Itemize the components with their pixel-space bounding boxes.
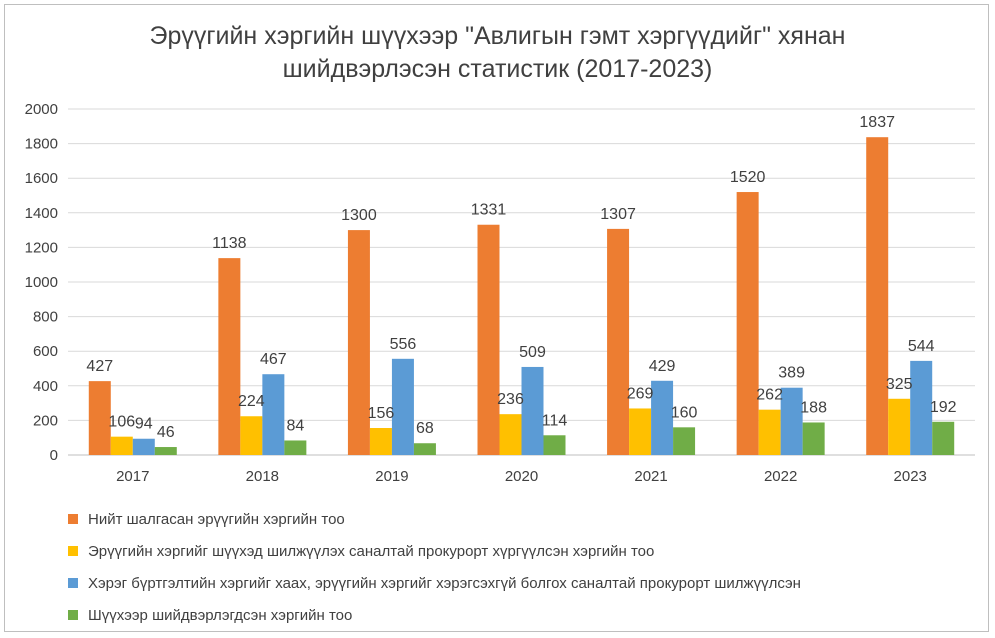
bar	[802, 422, 825, 455]
data-label: 106	[108, 414, 135, 431]
data-label: 389	[778, 365, 805, 382]
legend-swatch	[68, 546, 78, 556]
bar	[154, 447, 177, 455]
legend-label: Эрүүгийн хэргийг шүүхэд шилжүүлэх саналт…	[88, 542, 655, 560]
legend-item: Хэрэг бүртгэлтийн хэргийг хаах, эрүүгийн…	[68, 567, 801, 599]
bar	[651, 380, 674, 455]
y-tick-label: 0	[50, 447, 58, 464]
data-label: 94	[135, 416, 153, 433]
bar	[110, 436, 133, 455]
data-labels: 427 106 94 46 1138 224 467 84 1300 156 556 68 1331 23…	[86, 114, 956, 441]
y-tick-label: 2000	[25, 101, 58, 118]
data-label: 427	[86, 358, 113, 375]
x-tick-label: 2022	[764, 468, 797, 485]
bar	[262, 374, 285, 455]
chart-title-line-2: шийдвэрлэсэн статистик (2017-2023)	[282, 55, 713, 83]
bar	[888, 398, 911, 455]
bar	[218, 258, 241, 455]
y-tick-label: 1200	[25, 239, 58, 256]
chart-title: Эрүүгийн хэргийн шүүхээр "Авлигын гэмт х…	[0, 20, 995, 86]
bar	[910, 360, 933, 455]
legend-item: Нийт шалгасан эрүүгийн хэргийн тоо	[68, 503, 801, 535]
bar	[607, 228, 630, 455]
data-label: 544	[908, 338, 935, 355]
bar	[780, 387, 803, 455]
data-label: 224	[238, 393, 265, 410]
data-label: 68	[416, 420, 434, 437]
x-tick-label: 2021	[634, 468, 667, 485]
bar	[673, 427, 696, 455]
data-label: 467	[260, 351, 287, 368]
bar	[866, 137, 889, 455]
x-tick-label: 2023	[894, 468, 927, 485]
y-tick-label: 1800	[25, 136, 58, 153]
bar	[284, 440, 307, 455]
data-label: 1307	[600, 206, 636, 223]
legend-swatch	[68, 610, 78, 620]
data-label: 509	[519, 344, 546, 361]
y-tick-label: 1000	[25, 274, 58, 291]
legend-label: Хэрэг бүртгэлтийн хэргийг хаах, эрүүгийн…	[88, 574, 801, 592]
legend-item: Эрүүгийн хэргийг шүүхэд шилжүүлэх саналт…	[68, 535, 801, 567]
bar	[391, 358, 414, 455]
x-tick-label: 2019	[375, 468, 408, 485]
y-tick-label: 200	[33, 412, 58, 429]
bar	[736, 192, 759, 456]
bars	[88, 137, 955, 456]
x-tick-label: 2018	[246, 468, 279, 485]
x-tick-label: 2020	[505, 468, 538, 485]
y-tick-label: 1600	[25, 170, 58, 187]
data-label: 325	[886, 376, 913, 393]
x-tick-label: 2017	[116, 468, 149, 485]
bar	[477, 224, 500, 455]
data-label: 236	[497, 391, 524, 408]
legend: Нийт шалгасан эрүүгийн хэргийн тоо Эрүүги…	[68, 503, 801, 631]
data-label: 1331	[471, 202, 507, 219]
bar	[932, 421, 955, 455]
bar	[521, 366, 544, 455]
data-label: 188	[800, 399, 827, 416]
data-label: 556	[390, 336, 417, 353]
data-label: 1837	[859, 114, 895, 131]
data-label: 262	[756, 387, 783, 404]
bar	[347, 230, 370, 455]
data-label: 1138	[212, 235, 247, 252]
bar	[758, 409, 781, 455]
bar	[413, 443, 436, 455]
legend-label: Нийт шалгасан эрүүгийн хэргийн тоо	[88, 510, 345, 528]
data-label: 114	[542, 412, 568, 429]
data-label: 1300	[341, 207, 377, 224]
data-label: 156	[368, 405, 395, 422]
data-label: 1520	[730, 169, 766, 186]
legend-swatch	[68, 514, 78, 524]
bar	[629, 408, 652, 455]
y-axis: 0 200 400 600 800 1000 1200 1400 1600 1800 2000	[25, 101, 58, 464]
bar	[240, 416, 263, 455]
bar	[499, 414, 522, 455]
y-tick-label: 600	[33, 343, 58, 360]
bar	[369, 428, 392, 455]
data-label: 160	[671, 404, 698, 421]
y-tick-label: 800	[33, 309, 58, 326]
y-tick-label: 400	[33, 378, 58, 395]
legend-swatch	[68, 578, 78, 588]
data-label: 84	[286, 417, 304, 434]
data-label: 429	[649, 358, 676, 375]
y-tick-label: 1400	[25, 205, 58, 222]
x-axis: 2017 2018 2019 2020 2021 2022 2023	[116, 468, 927, 485]
bar	[132, 438, 155, 455]
legend-item: Шүүхээр шийдвэрлэгдсэн хэргийн тоо	[68, 599, 801, 631]
data-label: 46	[157, 424, 175, 441]
data-label: 269	[627, 385, 654, 402]
bar	[88, 381, 111, 455]
data-label: 192	[930, 399, 957, 416]
legend-label: Шүүхээр шийдвэрлэгдсэн хэргийн тоо	[88, 606, 353, 624]
chart-title-line-1: Эрүүгийн хэргийн шүүхээр "Авлигын гэмт х…	[149, 22, 846, 50]
bar	[543, 435, 566, 455]
